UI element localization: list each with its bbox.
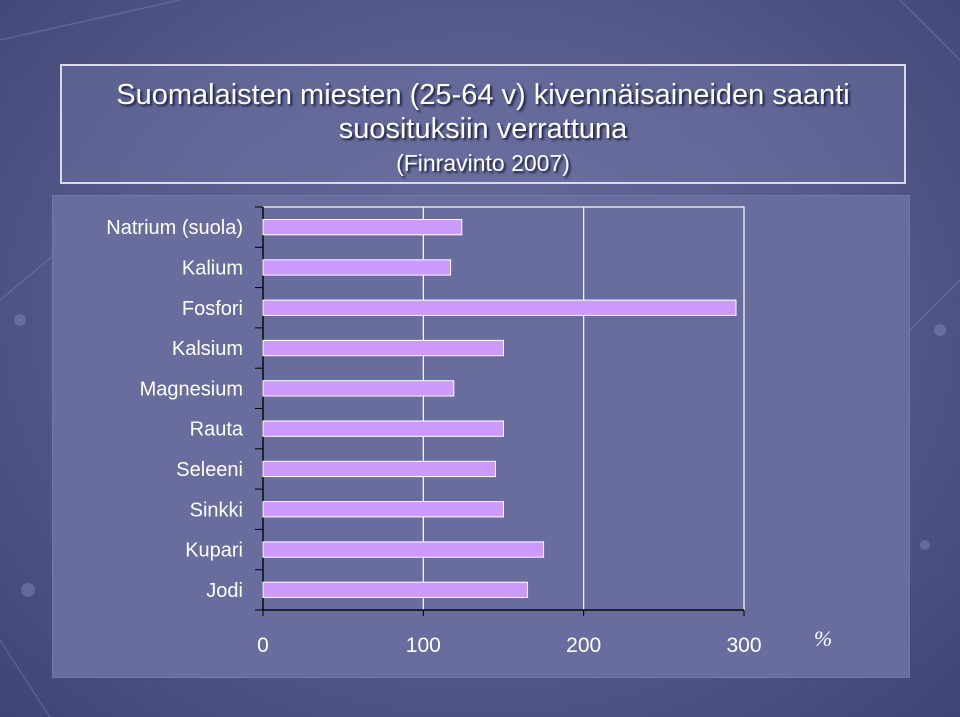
category-label: Fosfori: [182, 298, 243, 320]
bar: [262, 299, 737, 316]
x-tick-label: 300: [726, 634, 761, 657]
chart-title-line2: suosituksiin verrattuna: [338, 113, 628, 145]
chart-subtitle: (Finravinto 2007): [396, 150, 570, 176]
chart-title: Suomalaisten miesten (25-64 v) kivennäis…: [116, 79, 850, 111]
bar: [262, 259, 452, 276]
category-label: Magnesium: [140, 378, 243, 400]
bar: [262, 218, 463, 236]
category-label: Rauta: [190, 419, 244, 441]
category-label: Natrium (suola): [106, 217, 243, 239]
bar: [262, 581, 529, 599]
title-box: Suomalaisten miesten (25-64 v) kivennäis…: [60, 64, 906, 184]
category-label: Kupari: [185, 540, 243, 562]
category-label: Kalsium: [172, 338, 243, 360]
bar: [262, 460, 496, 478]
bar: [262, 380, 455, 397]
x-tick-label: 0: [257, 634, 269, 657]
category-label: Jodi: [206, 580, 243, 602]
bar: [262, 339, 504, 357]
bar: [262, 541, 545, 558]
bar: [262, 420, 504, 437]
x-unit-label: %: [814, 626, 832, 651]
x-tick-label: 200: [566, 634, 601, 657]
category-label: Seleeni: [176, 459, 243, 481]
category-label: Sinkki: [190, 499, 243, 521]
bar: [262, 501, 504, 518]
x-tick-label: 100: [406, 634, 441, 657]
category-label: Kalium: [182, 257, 243, 279]
